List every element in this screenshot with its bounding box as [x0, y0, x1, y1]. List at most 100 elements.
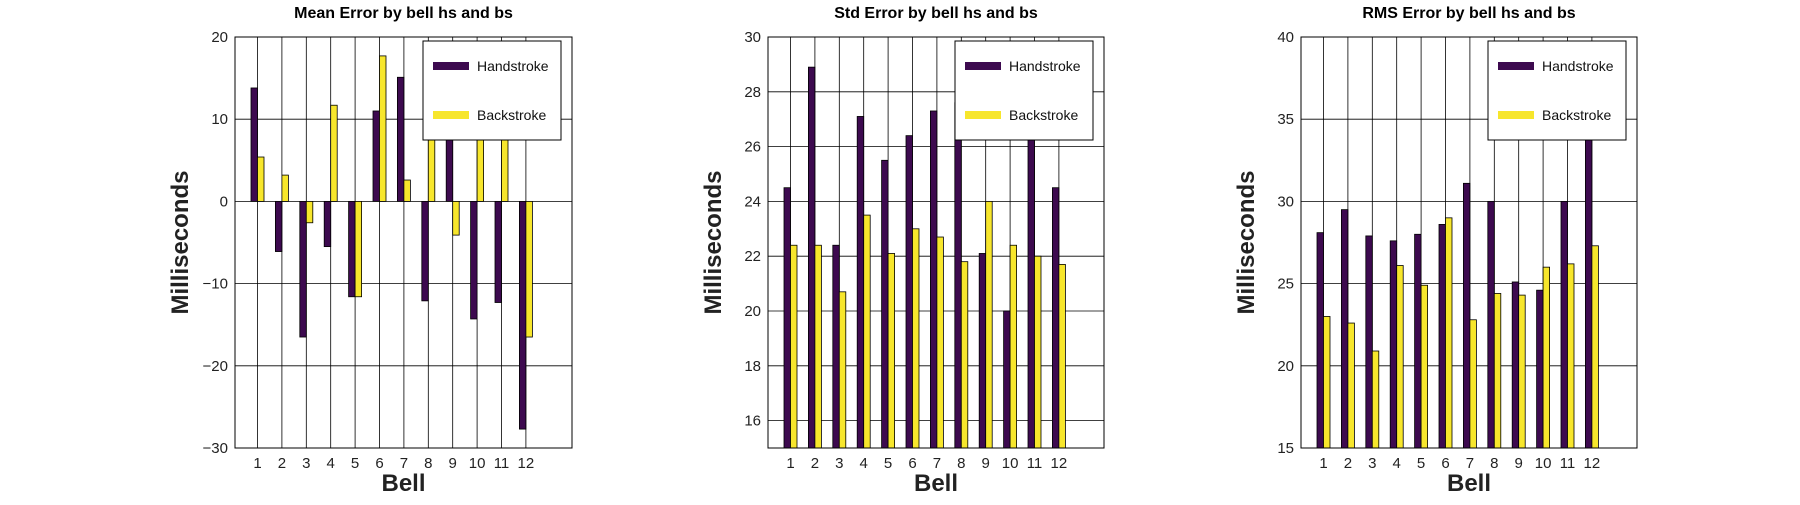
bar-backstroke-bell-2 [814, 244, 822, 449]
x-tick-label: 9 [1515, 455, 1523, 472]
x-tick-label: 2 [278, 455, 286, 472]
bar-handstroke-bell-10 [1003, 310, 1011, 449]
bar-backstroke-bell-9 [1518, 294, 1526, 449]
bar-backstroke-bell-6 [912, 228, 920, 449]
bar-backstroke-bell-7 [403, 179, 411, 202]
bar-backstroke-bell-3 [305, 200, 314, 224]
bar-backstroke-bell-8 [1493, 293, 1502, 449]
bar-handstroke-bell-8 [421, 200, 429, 302]
bar-backstroke-bell-5 [1420, 284, 1428, 449]
y-tick-label: 16 [744, 413, 761, 430]
bar-backstroke-bell-12 [1591, 245, 1599, 449]
axes-frame [1300, 36, 1638, 449]
chart-title: RMS Error by bell hs and bs [1362, 5, 1575, 22]
legend-label-handstroke: Handstroke [477, 58, 549, 74]
y-tick-label: 18 [744, 358, 761, 375]
bar-backstroke-bell-6 [379, 55, 387, 202]
y-tick-label: 20 [1277, 358, 1294, 375]
x-tick-label: 9 [449, 455, 457, 472]
x-tick-label: 11 [1027, 455, 1043, 472]
bar-handstroke-bell-7 [1463, 182, 1471, 449]
chart-title: Mean Error by bell hs and bs [294, 5, 513, 22]
x-tick-label: 11 [494, 455, 510, 472]
legend-label-backstroke: Backstroke [477, 107, 546, 123]
bar-handstroke-bell-9 [978, 253, 987, 449]
bar-handstroke-bell-5 [348, 200, 356, 298]
x-tick-label: 7 [1466, 455, 1474, 472]
bar-handstroke-bell-2 [274, 200, 283, 252]
x-tick-label: 10 [1535, 455, 1552, 472]
legend-label-backstroke: Backstroke [1542, 107, 1611, 123]
x-tick-label: 6 [375, 455, 383, 472]
bar-backstroke-bell-8 [960, 261, 969, 449]
bar-backstroke-bell-4 [330, 104, 338, 202]
bar-backstroke-bell-4 [863, 214, 871, 449]
legend-box [954, 40, 1094, 141]
x-tick-label: 2 [1344, 455, 1352, 472]
y-tick-label: 10 [211, 111, 228, 128]
y-tick-label: −30 [203, 440, 228, 457]
legend-swatch-backstroke [433, 111, 469, 119]
y-tick-label: 26 [744, 139, 761, 156]
legend-label-backstroke: Backstroke [1009, 107, 1078, 123]
x-tick-label: 4 [860, 455, 868, 472]
chart-title: Std Error by bell hs and bs [834, 5, 1038, 22]
bar-backstroke-bell-11 [1034, 255, 1042, 449]
bar-backstroke-bell-7 [936, 236, 944, 449]
x-tick-label: 4 [1393, 455, 1401, 472]
x-tick-label: 7 [933, 455, 941, 472]
bar-handstroke-bell-10 [1536, 289, 1544, 449]
bar-handstroke-bell-8 [1487, 200, 1495, 449]
bar-handstroke-bell-1 [250, 87, 258, 202]
bar-handstroke-bell-2 [1341, 209, 1349, 449]
bar-handstroke-bell-5 [881, 159, 889, 449]
bar-backstroke-bell-5 [354, 200, 363, 298]
legend-swatch-backstroke [965, 111, 1001, 119]
bar-backstroke-bell-7 [1469, 319, 1477, 449]
x-tick-label: 9 [982, 455, 990, 472]
bar-backstroke-bell-4 [1396, 265, 1404, 449]
x-tick-label: 5 [351, 455, 359, 472]
bar-handstroke-bell-10 [470, 200, 478, 320]
bar-handstroke-bell-3 [299, 200, 307, 338]
bar-handstroke-bell-12 [1585, 85, 1593, 449]
axes-frame [767, 36, 1105, 449]
x-tick-label: 12 [1584, 455, 1601, 472]
bar-backstroke-bell-10 [1542, 266, 1550, 449]
legend: Handstroke Backstroke [954, 40, 1094, 141]
x-tick-label: 4 [327, 455, 335, 472]
y-tick-label: 25 [1277, 276, 1294, 293]
x-tick-label: 3 [302, 455, 310, 472]
legend-swatch-handstroke [965, 62, 1001, 70]
legend-label-handstroke: Handstroke [1542, 58, 1614, 74]
x-tick-label: 12 [1051, 455, 1068, 472]
y-tick-label: 28 [744, 84, 761, 101]
x-axis-label: Bell [1447, 470, 1491, 497]
y-axis-label: Milliseconds [1233, 170, 1260, 314]
bar-handstroke-bell-12 [519, 200, 527, 430]
x-tick-label: 8 [424, 455, 432, 472]
bar-handstroke-bell-4 [1389, 240, 1398, 449]
x-tick-label: 10 [469, 455, 486, 472]
x-tick-label: 2 [811, 455, 819, 472]
x-tick-label: 8 [1490, 455, 1498, 472]
y-tick-label: −20 [203, 358, 228, 375]
bar-handstroke-bell-6 [1438, 224, 1446, 449]
legend-label-handstroke: Handstroke [1009, 58, 1081, 74]
legend-swatch-backstroke [1498, 111, 1534, 119]
bar-backstroke-bell-9 [452, 200, 460, 236]
x-tick-label: 5 [1417, 455, 1425, 472]
bar-backstroke-bell-3 [838, 291, 847, 449]
x-axis-label: Bell [914, 470, 958, 497]
legend-box [1487, 40, 1627, 141]
legend: Handstroke Backstroke [1487, 40, 1627, 141]
bar-backstroke-bell-10 [1009, 244, 1017, 449]
bar-handstroke-bell-11 [1560, 200, 1568, 449]
bar-backstroke-bell-1 [257, 156, 265, 202]
y-tick-label: 22 [744, 248, 761, 265]
bar-backstroke-bell-3 [1371, 350, 1380, 449]
x-tick-label: 10 [1002, 455, 1019, 472]
bar-handstroke-bell-3 [1365, 235, 1373, 449]
